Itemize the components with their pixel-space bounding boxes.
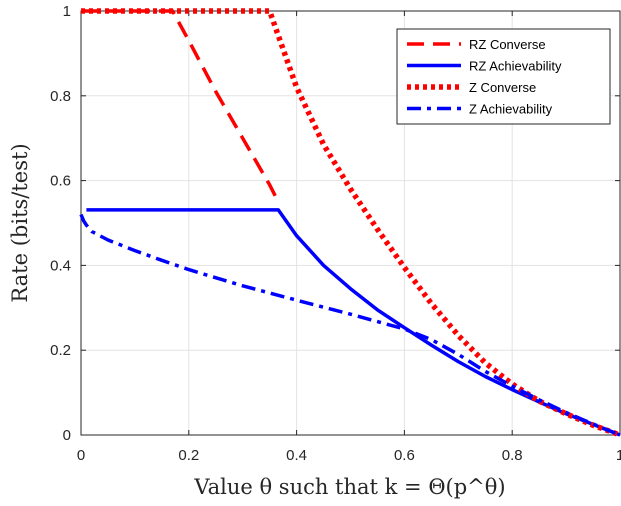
legend-label: Z Achievability [469, 102, 553, 117]
x-tick-label: 1 [616, 447, 621, 464]
series-line-rz-converse [81, 9, 280, 203]
x-tick-label: 0.6 [394, 447, 415, 464]
x-tick-label: 0.4 [286, 447, 307, 464]
legend: RZ Converse RZ Achievability Z Converse Z A… [396, 28, 611, 125]
legend-label: Z Converse [469, 80, 536, 95]
plot-area-frame [80, 10, 621, 436]
axis-ticks: 0 0.2 0.4 0.6 0.8 1 0 0.2 0.4 0.6 0.8 1 [50, 3, 621, 464]
y-tick-label: 0.6 [50, 173, 71, 190]
y-tick-label: 0.8 [50, 88, 71, 105]
x-tick-label: 0.2 [178, 447, 199, 464]
legend-box [396, 28, 611, 125]
y-tick-label: 0 [63, 427, 71, 444]
y-axis-label: Rate (bits/test) [8, 143, 32, 302]
legend-label: RZ Achievability [469, 59, 562, 74]
x-axis-label: Value θ such that k = Θ(p^θ) [193, 475, 505, 499]
series-lines [79, 8, 621, 438]
x-tick-label: 0 [77, 447, 85, 464]
series-line-z-achievability [79, 213, 621, 437]
x-tick-label: 0.8 [502, 447, 523, 464]
y-tick-label: 1 [63, 3, 71, 20]
y-tick-label: 0.4 [50, 257, 71, 274]
legend-label: RZ Converse [469, 37, 546, 52]
y-tick-label: 0.2 [50, 342, 71, 359]
